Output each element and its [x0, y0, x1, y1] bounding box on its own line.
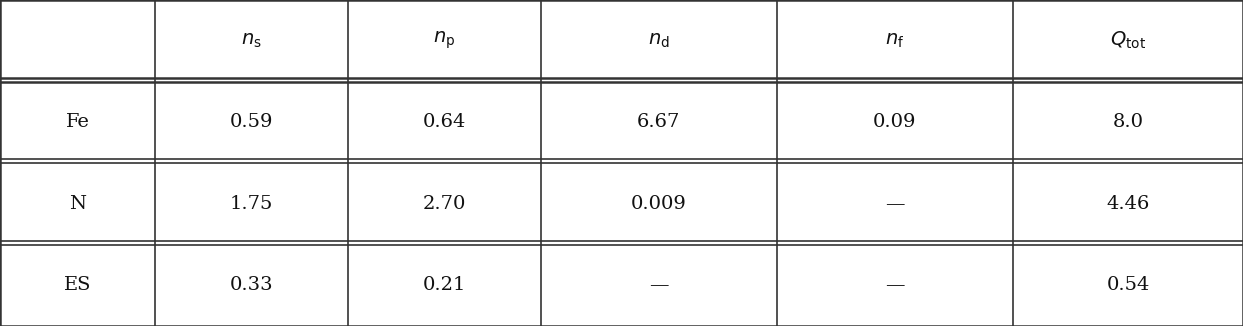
Bar — [0, 0, 155, 82]
Text: 4.46: 4.46 — [1106, 195, 1150, 213]
Text: $n_{\rm f}$: $n_{\rm f}$ — [885, 32, 905, 50]
Bar — [155, 82, 348, 163]
Bar — [777, 82, 1013, 163]
Bar — [1013, 0, 1243, 82]
Text: Fe: Fe — [66, 113, 89, 131]
Bar — [348, 163, 541, 244]
Text: 0.09: 0.09 — [874, 113, 916, 131]
Bar — [541, 82, 777, 163]
Text: 6.67: 6.67 — [638, 113, 680, 131]
Bar — [541, 244, 777, 326]
Bar — [155, 244, 348, 326]
Text: 0.64: 0.64 — [423, 113, 466, 131]
Bar — [1013, 163, 1243, 244]
Text: 0.54: 0.54 — [1106, 276, 1150, 294]
Text: 0.009: 0.009 — [631, 195, 686, 213]
Bar — [777, 0, 1013, 82]
Text: —: — — [649, 276, 669, 294]
Bar — [0, 163, 155, 244]
Bar — [348, 82, 541, 163]
Text: ES: ES — [63, 276, 92, 294]
Text: 8.0: 8.0 — [1112, 113, 1144, 131]
Text: $n_{\rm p}$: $n_{\rm p}$ — [434, 30, 455, 52]
Bar — [155, 163, 348, 244]
Text: —: — — [885, 195, 905, 213]
Text: 0.21: 0.21 — [423, 276, 466, 294]
Bar — [777, 163, 1013, 244]
Text: $n_{\rm d}$: $n_{\rm d}$ — [648, 32, 670, 50]
Bar — [0, 82, 155, 163]
Bar — [0, 244, 155, 326]
Bar — [777, 244, 1013, 326]
Bar — [1013, 82, 1243, 163]
Bar — [348, 0, 541, 82]
Text: N: N — [70, 195, 86, 213]
Bar — [348, 244, 541, 326]
Bar — [155, 0, 348, 82]
Text: 0.59: 0.59 — [230, 113, 273, 131]
Text: $n_{\rm s}$: $n_{\rm s}$ — [241, 32, 262, 50]
Bar — [541, 0, 777, 82]
Text: $Q_{\rm tot}$: $Q_{\rm tot}$ — [1110, 30, 1146, 52]
Bar — [541, 163, 777, 244]
Text: 1.75: 1.75 — [230, 195, 273, 213]
Text: —: — — [885, 276, 905, 294]
Text: 0.33: 0.33 — [230, 276, 273, 294]
Bar — [1013, 244, 1243, 326]
Text: 2.70: 2.70 — [423, 195, 466, 213]
